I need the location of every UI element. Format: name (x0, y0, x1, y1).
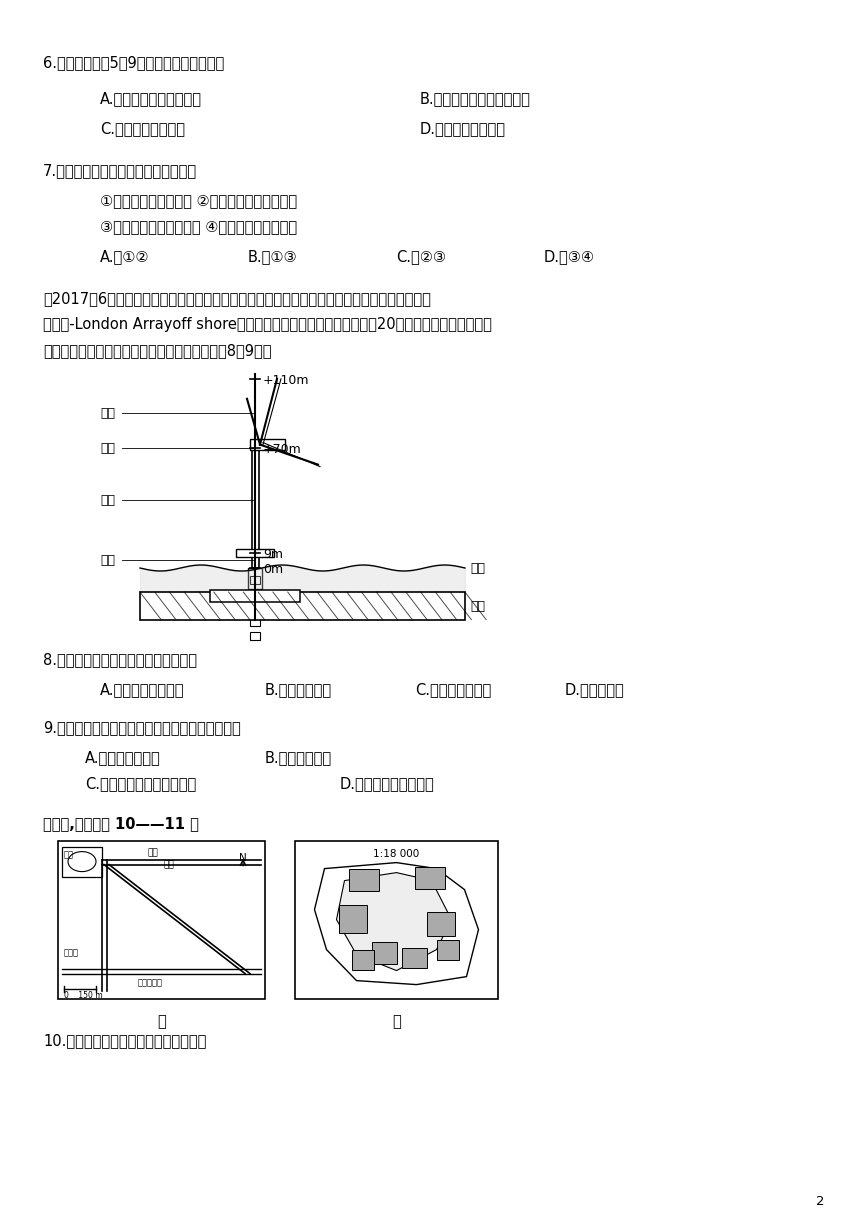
Bar (250, 618, 260, 626)
Text: A.　受赤道低气压带影响: A. 受赤道低气压带影响 (100, 91, 202, 106)
Bar (210, 590, 300, 602)
Text: 10.分析甲、乙两图，可以看出（　　）: 10.分析甲、乙两图，可以看出（ ） (43, 1034, 206, 1048)
Bar (437, 940, 458, 959)
Bar (250, 590, 260, 598)
Text: 海面: 海面 (470, 562, 485, 575)
Text: A.陆地风能资源匮乏: A.陆地风能资源匮乏 (100, 682, 185, 698)
Bar (252, 447, 259, 568)
Text: 8.　英国大力发展海上风电场的原因是: 8. 英国大力发展海上风电场的原因是 (43, 653, 197, 668)
Text: 风电场-London Arrayoff shore风力发电场，它位于英国东南距海岸20公里之外的泰晨士河口。: 风电场-London Arrayoff shore风力发电场，它位于英国东南距海… (43, 317, 492, 332)
Text: 9.　英国海上风电场的建立，给英国带来的影响是: 9. 英国海上风电场的建立，给英国带来的影响是 (43, 721, 241, 736)
Text: 风机: 风机 (100, 441, 115, 455)
Text: 叶片: 叶片 (100, 407, 115, 421)
Text: 7.　巴厘岛发展稻米生产的优势条件是: 7. 巴厘岛发展稻米生产的优势条件是 (43, 163, 197, 178)
Bar (427, 912, 454, 935)
Bar (352, 950, 373, 969)
Bar (62, 846, 102, 877)
Bar (339, 905, 366, 933)
Text: 基座: 基座 (100, 554, 115, 567)
Bar (295, 840, 498, 998)
Text: 海底: 海底 (470, 599, 485, 613)
Text: D.　受东北季风影响: D. 受东北季风影响 (420, 122, 506, 136)
Text: 农业实验区: 农业实验区 (138, 979, 163, 987)
Bar (250, 439, 285, 450)
Text: C.海上发电成本低: C.海上发电成本低 (415, 682, 491, 698)
Text: C.　②③: C. ②③ (396, 249, 446, 264)
Text: D.海上风力大: D.海上风力大 (565, 682, 624, 698)
Text: 2: 2 (816, 1195, 824, 1207)
Bar (250, 632, 260, 640)
Text: B.影响民航飞行: B.影响民航飞行 (265, 750, 332, 766)
Text: 读下图,完成下列 10——11 题: 读下图,完成下列 10——11 题 (43, 817, 199, 832)
Text: B.　受副热带高气压带影响: B. 受副热带高气压带影响 (420, 91, 531, 106)
Text: +110m: +110m (263, 373, 310, 387)
Text: 下图为风电场内单个风电机组示意图。据此完戁8～9题。: 下图为风电场内单个风电机组示意图。据此完戁8～9题。 (43, 343, 272, 358)
Text: B.　①③: B. ①③ (248, 249, 298, 264)
Text: 园区: 园区 (163, 861, 174, 869)
Text: ①雨热同期，水源充足 ②地形平坦，人均耕地多: ①雨热同期，水源充足 ②地形平坦，人均耕地多 (100, 193, 297, 208)
Text: 甲: 甲 (157, 1014, 166, 1030)
Bar (236, 548, 274, 557)
Text: 乙: 乙 (392, 1014, 401, 1030)
Bar (250, 604, 260, 612)
Text: 火车站: 火车站 (64, 948, 79, 958)
Text: B.海上风能稳定: B.海上风能稳定 (265, 682, 332, 698)
Text: 0    150 m: 0 150 m (64, 991, 102, 1000)
Bar (402, 947, 427, 968)
Bar (372, 941, 396, 963)
Bar (140, 592, 465, 620)
Text: C.影响海底生物及鸟类飞行: C.影响海底生物及鸟类飞行 (85, 777, 196, 792)
Text: ③人口稠密，劳动力丰富 ④经济发达，市场广阔: ③人口稠密，劳动力丰富 ④经济发达，市场广阔 (100, 219, 297, 233)
Bar (348, 868, 378, 890)
Text: D.使陆地风向发生改变: D.使陆地风向发生改变 (340, 777, 435, 792)
Text: D.　③④: D. ③④ (544, 249, 595, 264)
Text: A.使年降水量减少: A.使年降水量减少 (85, 750, 161, 766)
Text: 0m: 0m (263, 563, 283, 576)
Text: +70m: +70m (263, 443, 302, 456)
Bar (250, 576, 260, 584)
Text: 2017年6月全球最大的海上风能展览会在英国伦救举办，与会人员参观了目前世界最大的海上: 2017年6月全球最大的海上风能展览会在英国伦救举办，与会人员参观了目前世界最大… (43, 291, 431, 306)
Text: 6.　巴厘岛每年5至9月份为干季，其成因是: 6. 巴厘岛每年5至9月份为干季，其成因是 (43, 55, 224, 71)
Polygon shape (315, 862, 478, 985)
Bar (415, 867, 445, 889)
Text: A.　①②: A. ①② (100, 249, 150, 264)
Text: 1:18 000: 1:18 000 (373, 849, 420, 858)
Ellipse shape (68, 851, 96, 872)
Bar (248, 568, 262, 589)
Text: N: N (239, 852, 247, 862)
Polygon shape (336, 873, 452, 970)
Text: 科技: 科技 (148, 849, 159, 857)
Bar (58, 840, 265, 998)
Text: 塔身: 塔身 (100, 494, 115, 507)
Text: 9m: 9m (263, 547, 283, 561)
Text: C.　受东南信风影响: C. 受东南信风影响 (100, 122, 185, 136)
Text: 学校: 学校 (64, 851, 74, 860)
